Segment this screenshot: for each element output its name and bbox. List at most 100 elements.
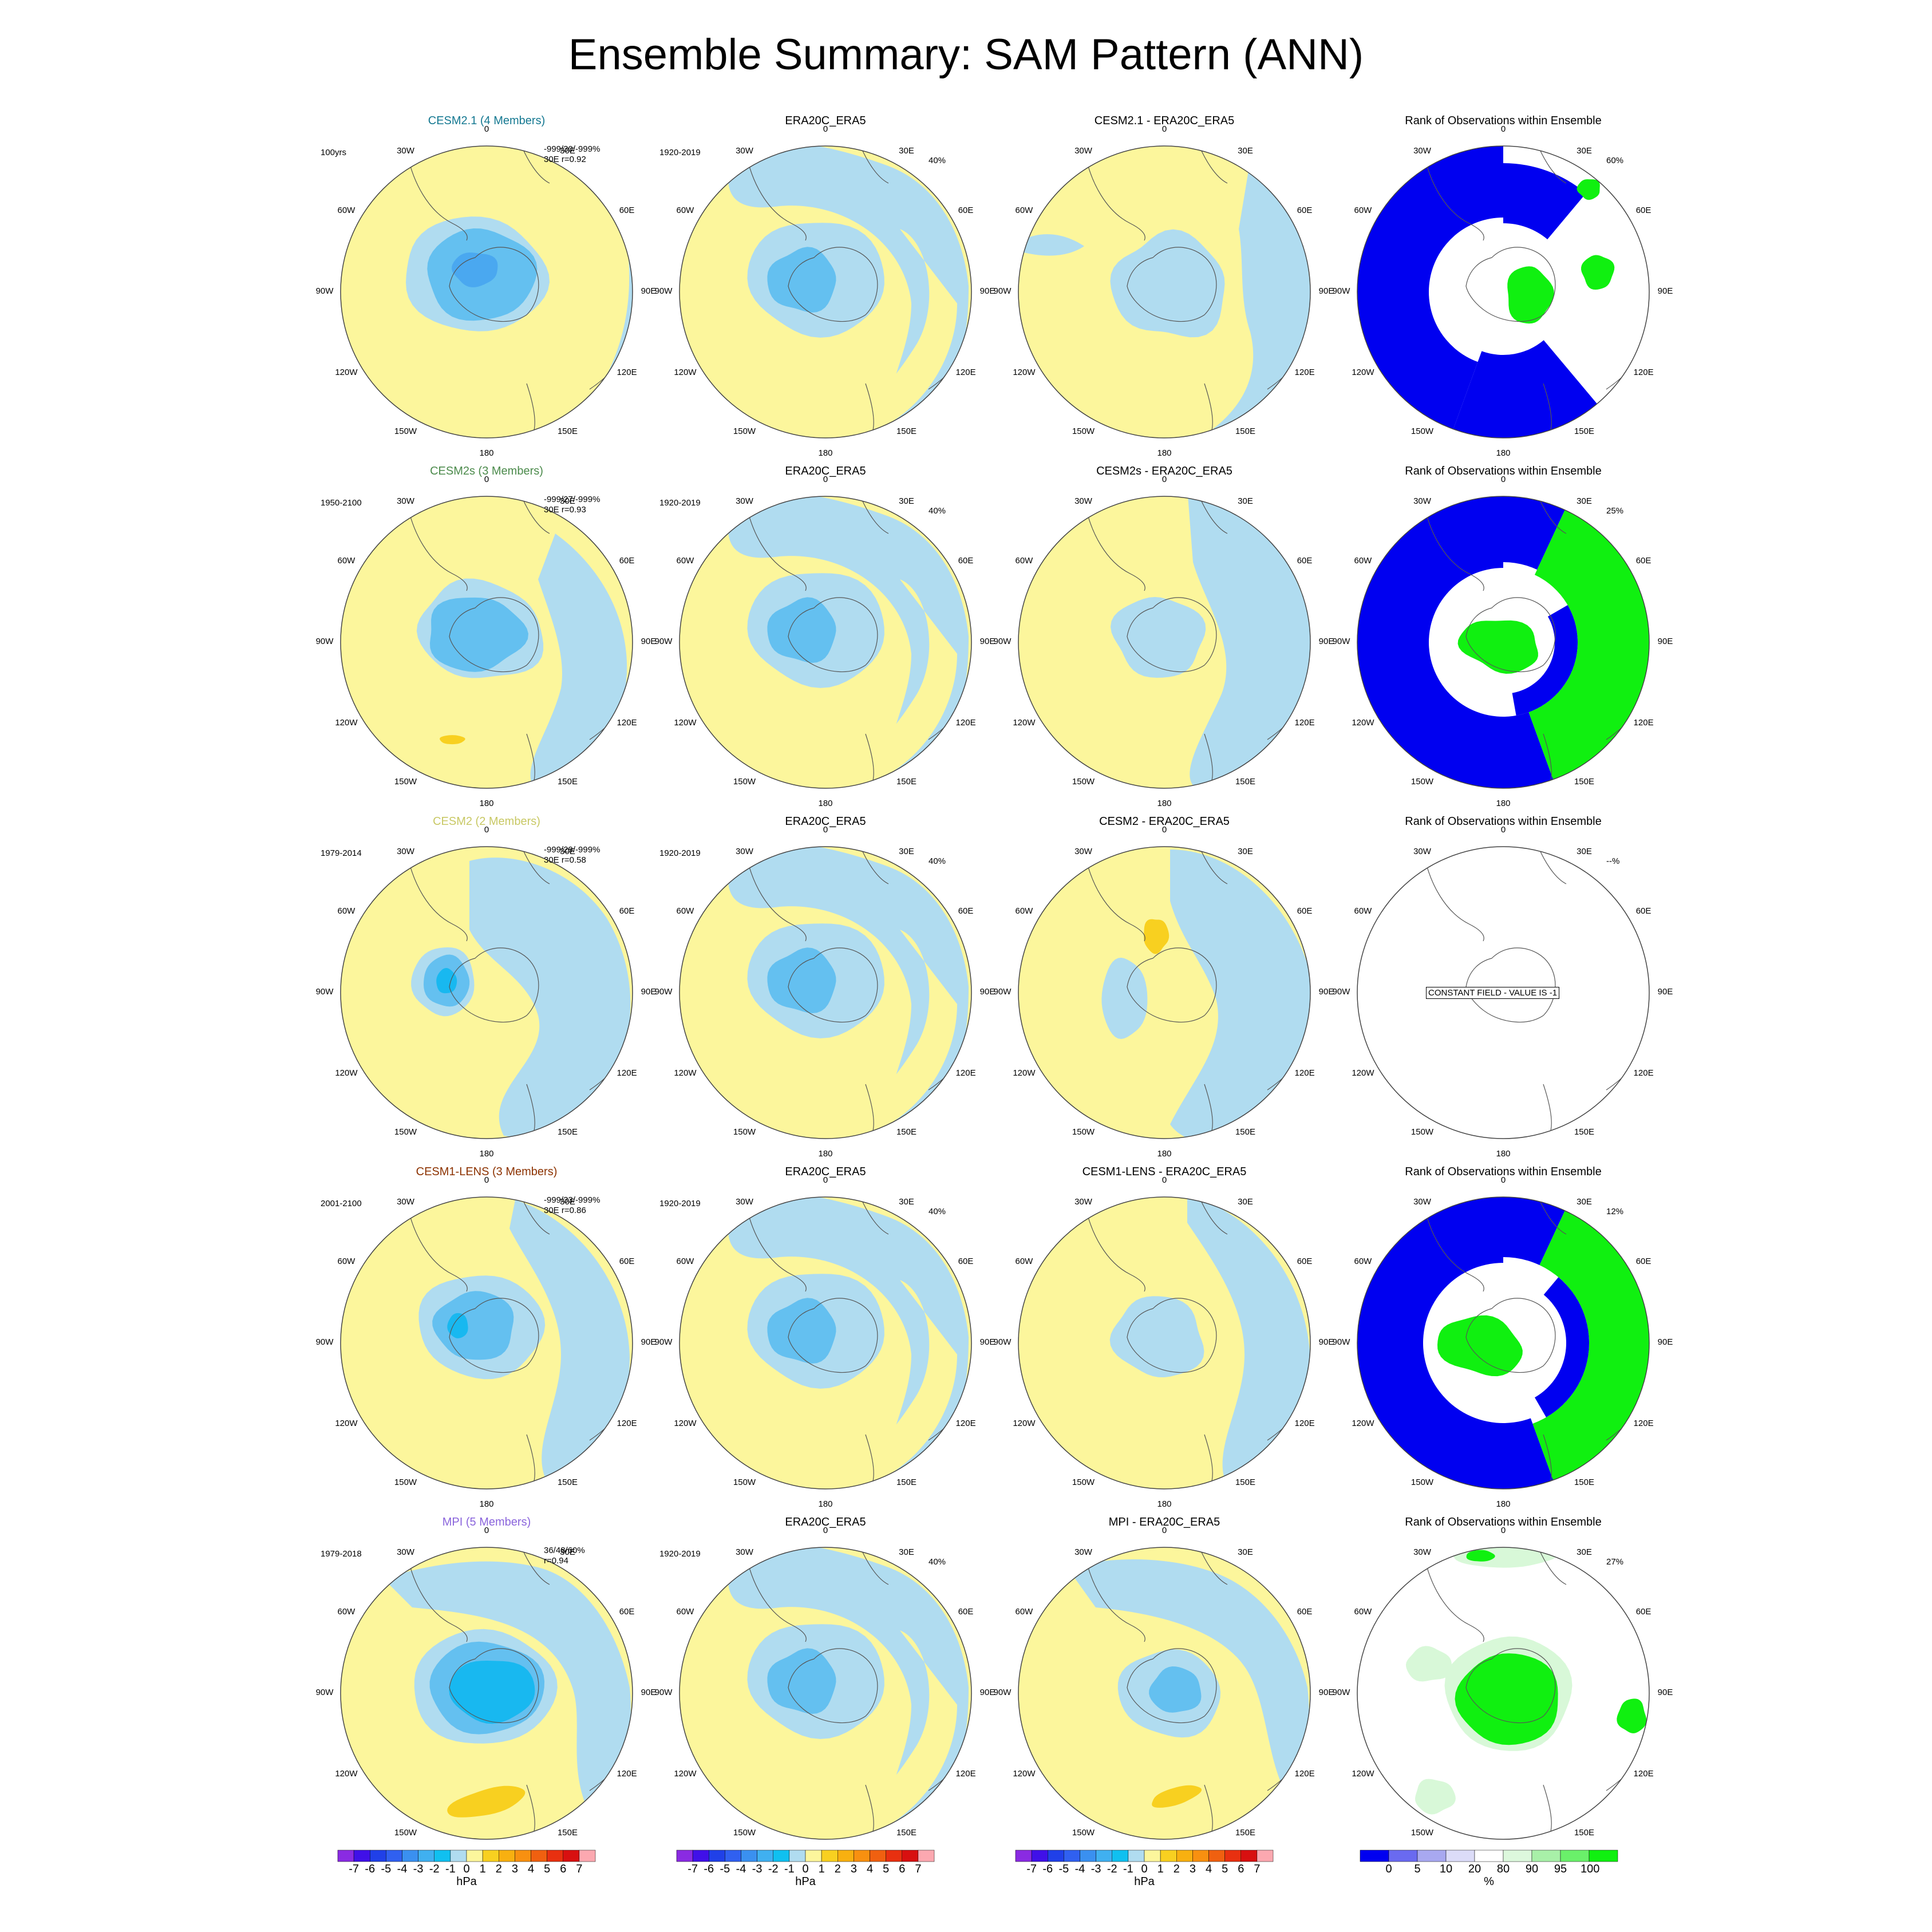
rank-region-high-2 xyxy=(1437,1315,1523,1377)
constant-field-note: CONSTANT FIELD - VALUE IS -1 xyxy=(1426,987,1560,999)
map-panel-rank: Rank of Observations within Ensemble --% C… xyxy=(1333,815,1673,1159)
longitude-label: 90W xyxy=(654,1688,673,1697)
map-border xyxy=(1018,145,1311,438)
colorbar-swatch xyxy=(1240,1850,1258,1862)
colorbar-tick-label: 100 xyxy=(1581,1863,1600,1875)
longitude-label: 90W xyxy=(654,987,673,997)
rank-region-high-2 xyxy=(1617,1698,1647,1733)
longitude-label: 120W xyxy=(335,1068,358,1078)
longitude-label: 90E xyxy=(641,637,657,646)
longitude-label: 30E xyxy=(899,1547,914,1557)
map-border xyxy=(1018,496,1311,789)
longitude-label: 90W xyxy=(993,1688,1012,1697)
colorbar-tick-label: 5 xyxy=(1222,1863,1228,1875)
coastline xyxy=(1423,849,1484,942)
percent-label: 27% xyxy=(1606,1557,1624,1567)
coastline-antarctica xyxy=(788,1298,878,1373)
longitude-label: 90W xyxy=(654,1337,673,1347)
longitude-label: 120E xyxy=(1633,1068,1654,1078)
colorbar-swatch xyxy=(692,1850,709,1862)
polar-map xyxy=(1018,145,1311,438)
longitude-label: 30E xyxy=(1577,1196,1592,1207)
longitude-label: 90E xyxy=(1318,637,1334,646)
map-panel-observations: ERA20C_ERA5 1920-2019 40% 0 30E 60E 90E 120E 150… xyxy=(655,815,995,1159)
longitude-label: 120E xyxy=(1294,1768,1315,1779)
colorbar-swatch xyxy=(1128,1850,1145,1862)
colorbar-tick-label: -6 xyxy=(704,1863,714,1875)
field-contour-2 xyxy=(432,1291,514,1360)
percent-label: --% xyxy=(1606,856,1620,866)
colorbar-tick-label: -2 xyxy=(768,1863,779,1875)
colorbar-tick-label: 6 xyxy=(1238,1863,1244,1875)
rank-region-low-2 xyxy=(1503,1197,1565,1266)
longitude-label: 150E xyxy=(1235,426,1256,437)
colorbar-tick-label: 3 xyxy=(1189,1863,1196,1875)
field-negative-arm xyxy=(803,1630,957,1836)
field-contour-2 xyxy=(1021,234,1084,256)
longitude-label: 0 xyxy=(484,124,489,134)
longitude-label: 90E xyxy=(979,1688,995,1697)
polar-map xyxy=(679,1196,972,1490)
stats-label: -999/27/-999% xyxy=(544,495,600,504)
coastline xyxy=(517,1197,550,1235)
map-panel-model: CESM2 (2 Members) 1979-2014 -999/29/-999% 3… xyxy=(316,815,657,1159)
longitude-label: 60E xyxy=(1635,205,1652,215)
longitude-label: 30E xyxy=(1577,1547,1592,1557)
longitude-label: 150W xyxy=(1072,1828,1095,1838)
colorbar-swatch xyxy=(1474,1850,1504,1862)
map-border xyxy=(1018,1547,1311,1840)
longitude-label: 150W xyxy=(1411,1477,1434,1488)
panel-title: CESM2.1 - ERA20C_ERA5 xyxy=(1094,114,1235,127)
longitude-label: 30W xyxy=(736,496,753,506)
coastline xyxy=(1084,499,1145,591)
longitude-label: 180 xyxy=(479,448,494,458)
longitude-label: 90W xyxy=(993,987,1012,997)
longitude-label: 180 xyxy=(1496,799,1511,808)
colorbar-swatch xyxy=(515,1850,531,1862)
map-panel-observations: ERA20C_ERA5 1920-2019 40% 0 30E 60E 90E 120E 150… xyxy=(655,1516,995,1859)
rank-region-low-2 xyxy=(1503,496,1565,570)
polar-map xyxy=(1018,846,1311,1139)
colorbar-swatch xyxy=(837,1850,854,1862)
coastline xyxy=(856,1547,889,1585)
rank-region-low-3 xyxy=(1535,1277,1589,1417)
colorbar-tick-label: -4 xyxy=(397,1863,408,1875)
colorbar-tick-label: -3 xyxy=(752,1863,762,1875)
rank-region-low-3 xyxy=(1503,163,1586,240)
colorbar-tick-label: -6 xyxy=(365,1863,376,1875)
map-border xyxy=(340,1196,633,1490)
longitude-label: 90W xyxy=(993,286,1012,296)
longitude-label: 90E xyxy=(1657,286,1673,296)
field-contour-3 xyxy=(452,252,498,287)
longitude-label: 180 xyxy=(1157,1149,1172,1159)
colorbar-swatch xyxy=(676,1850,693,1862)
colorbar-swatch xyxy=(1096,1850,1112,1862)
longitude-label: 60W xyxy=(676,1256,694,1266)
field-positive-arm xyxy=(530,534,627,788)
longitude-label: 30E xyxy=(1238,846,1253,856)
rank-region-mid xyxy=(1406,1646,1452,1682)
colorbar-tick-label: 6 xyxy=(899,1863,906,1875)
longitude-label: 0 xyxy=(1500,1526,1506,1535)
longitude-label: 60E xyxy=(1635,906,1652,916)
coastline-antarctica xyxy=(788,597,878,673)
colorbar-tick-label: 6 xyxy=(560,1863,567,1875)
longitude-label: 90W xyxy=(315,987,334,997)
colorbar-swatch xyxy=(1445,1850,1475,1862)
longitude-label: 0 xyxy=(1161,825,1167,835)
longitude-label: 0 xyxy=(1500,1175,1506,1185)
longitude-label: 60E xyxy=(1635,1256,1652,1266)
percent-label: 40% xyxy=(929,856,946,866)
longitude-label: 180 xyxy=(479,1499,494,1509)
rank-region-mid-2 xyxy=(1415,1779,1456,1815)
colorbar-swatch xyxy=(482,1850,499,1862)
coastline xyxy=(517,1547,550,1585)
colorbar-tick-label: 1 xyxy=(479,1863,486,1875)
longitude-label: 180 xyxy=(818,448,833,458)
longitude-label: 150W xyxy=(1072,1477,1095,1488)
field-contour-1 xyxy=(1109,1296,1204,1377)
longitude-label: 120W xyxy=(674,1068,697,1078)
correlation-label: 30E r=0.86 xyxy=(544,1206,586,1215)
colorbar-tick-label: 0 xyxy=(1141,1863,1148,1875)
colorbar-tick-label: -1 xyxy=(784,1863,795,1875)
